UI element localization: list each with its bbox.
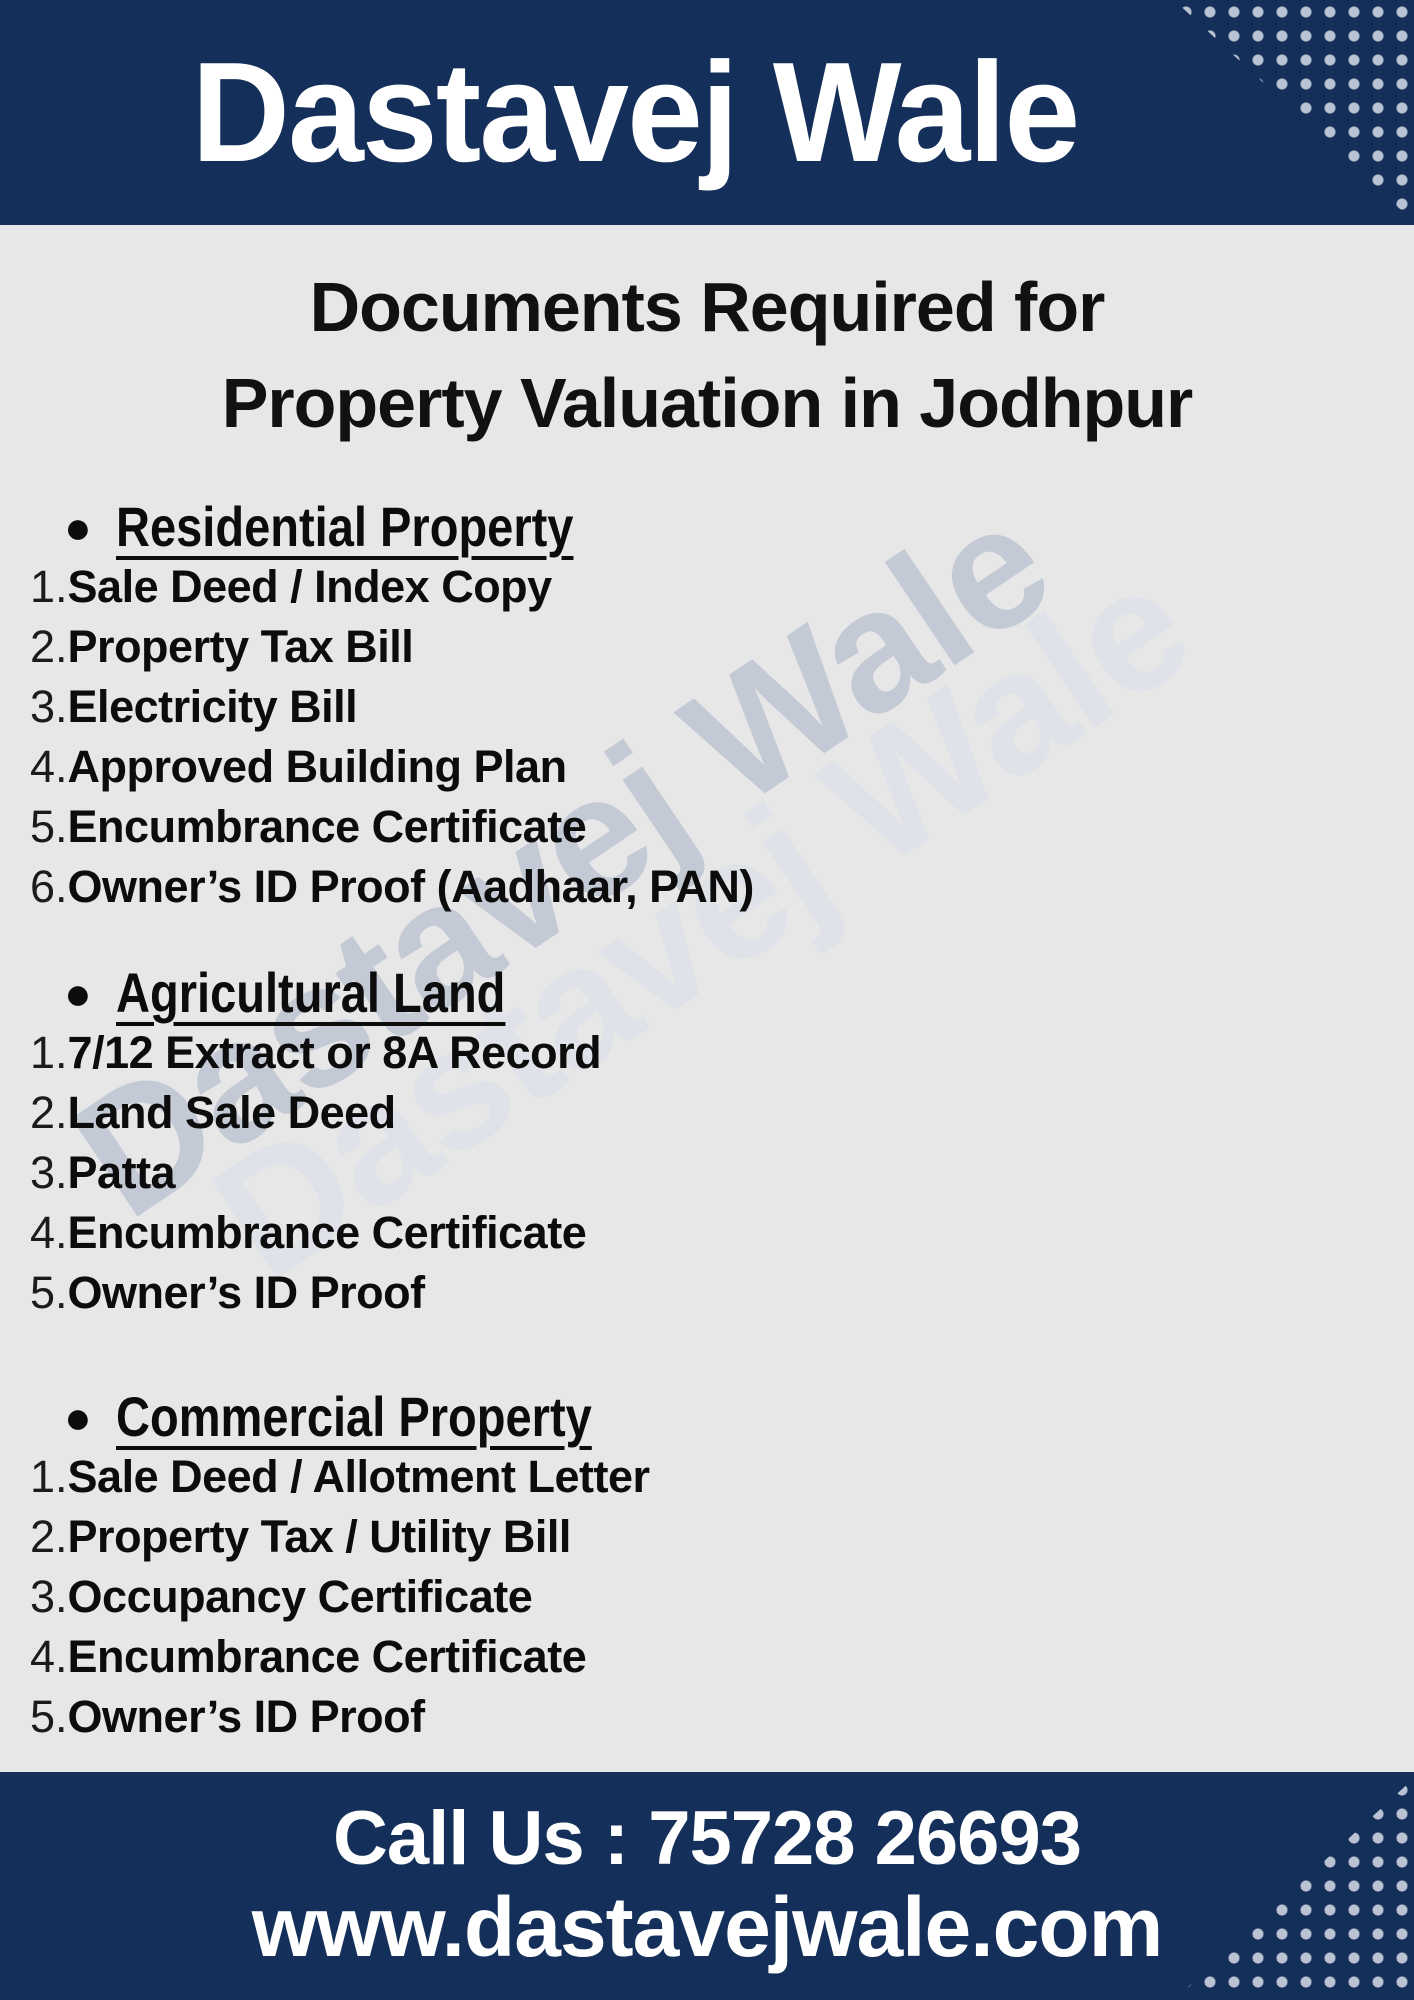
list-item: Sale Deed / Index Copy (67, 561, 553, 612)
list-item: Encumbrance Certificate (67, 1631, 587, 1682)
document-list: 7/12 Extract or 8A Record Land Sale Deed… (30, 1023, 1384, 1323)
page-title-line1: Documents Required for (309, 268, 1106, 346)
list-item: Patta (67, 1147, 176, 1198)
phone-number: Call Us : 75728 26693 (333, 1796, 1082, 1881)
brand-title: Dastavej Wale (191, 32, 1081, 192)
list-item: Occupancy Certificate (67, 1571, 533, 1622)
document-list: Sale Deed / Index Copy Property Tax Bill… (30, 557, 1384, 917)
list-item: 7/12 Extract or 8A Record (67, 1027, 602, 1078)
list-item: Sale Deed / Allotment Letter (67, 1451, 650, 1502)
section-commercial-property: ● Commercial Property Sale Deed / Allotm… (30, 1387, 1384, 1747)
section-heading: ● Residential Property (30, 497, 1384, 557)
page-title: Documents Required for Property Valuatio… (30, 259, 1384, 451)
list-item: Property Tax / Utility Bill (67, 1511, 572, 1562)
bullet-icon: ● (64, 501, 92, 553)
list-item: Owner’s ID Proof (Aadhaar, PAN) (67, 861, 755, 912)
page-title-line2: Property Valuation in Jodhpur (221, 364, 1194, 442)
section-heading: ● Agricultural Land (30, 963, 1384, 1023)
section-agricultural-land: ● Agricultural Land 7/12 Extract or 8A R… (30, 963, 1384, 1323)
list-item: Owner’s ID Proof (67, 1267, 426, 1318)
list-item: Electricity Bill (67, 681, 358, 732)
footer-band: Call Us : 75728 26693 www.dastavejwale.c… (0, 1772, 1414, 2000)
list-item: Encumbrance Certificate (67, 1207, 587, 1258)
document-list: Sale Deed / Allotment Letter Property Ta… (30, 1447, 1384, 1747)
list-item: Encumbrance Certificate (67, 801, 587, 852)
header-band: Dastavej Wale (0, 0, 1414, 225)
list-item: Approved Building Plan (67, 741, 568, 792)
list-item: Land Sale Deed (67, 1087, 397, 1138)
section-residential-property: ● Residential Property Sale Deed / Index… (30, 497, 1384, 917)
list-item: Owner’s ID Proof (67, 1691, 426, 1742)
bullet-icon: ● (64, 967, 92, 1019)
section-heading-label: Residential Property (115, 495, 574, 558)
list-item: Property Tax Bill (67, 621, 414, 672)
section-heading: ● Commercial Property (30, 1387, 1384, 1447)
flyer-body: Dastavej Wale Dastavej Wale Documents Re… (0, 225, 1414, 1772)
section-heading-label: Agricultural Land (115, 961, 506, 1024)
website-url: www.dastavejwale.com (251, 1880, 1164, 1974)
section-heading-label: Commercial Property (115, 1385, 592, 1448)
bullet-icon: ● (64, 1391, 92, 1443)
